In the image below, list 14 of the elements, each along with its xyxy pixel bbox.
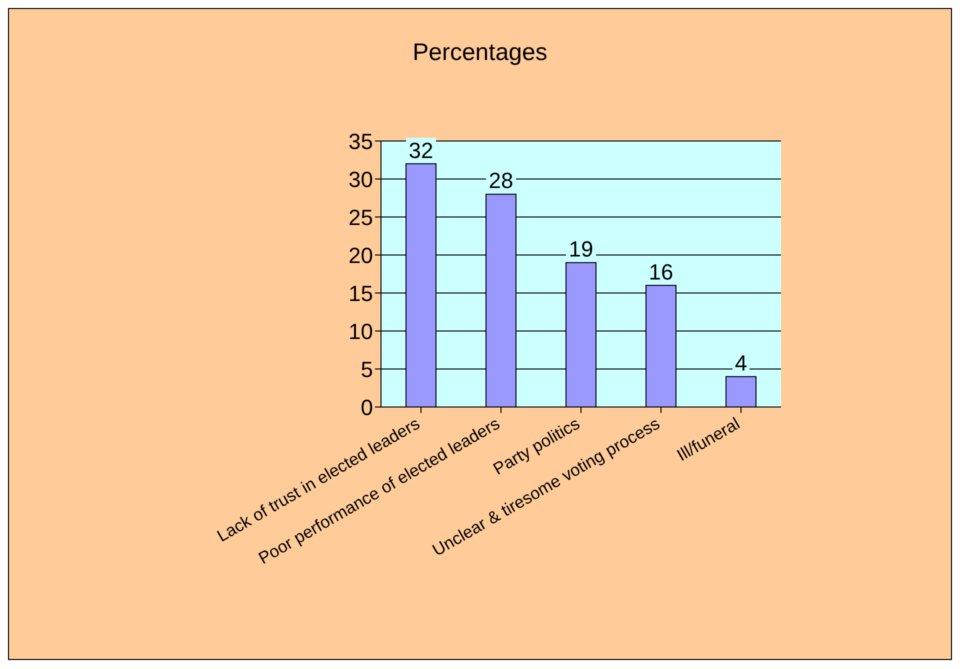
y-tick-label: 35 <box>348 128 373 154</box>
chart-title: Percentages <box>412 39 548 67</box>
y-tick-label: 30 <box>348 166 373 192</box>
y-tick-label: 5 <box>360 356 373 382</box>
y-tick-label: 10 <box>348 318 373 344</box>
y-tick-label: 0 <box>360 394 373 420</box>
data-label: 4 <box>734 350 748 376</box>
y-tick-label: 20 <box>348 242 373 268</box>
y-tick-label: 15 <box>348 280 373 306</box>
y-tick-label: 25 <box>348 204 373 230</box>
data-label: 19 <box>568 236 594 262</box>
data-label: 16 <box>648 259 674 284</box>
data-label: 28 <box>488 168 514 194</box>
data-label: 32 <box>408 138 434 163</box>
